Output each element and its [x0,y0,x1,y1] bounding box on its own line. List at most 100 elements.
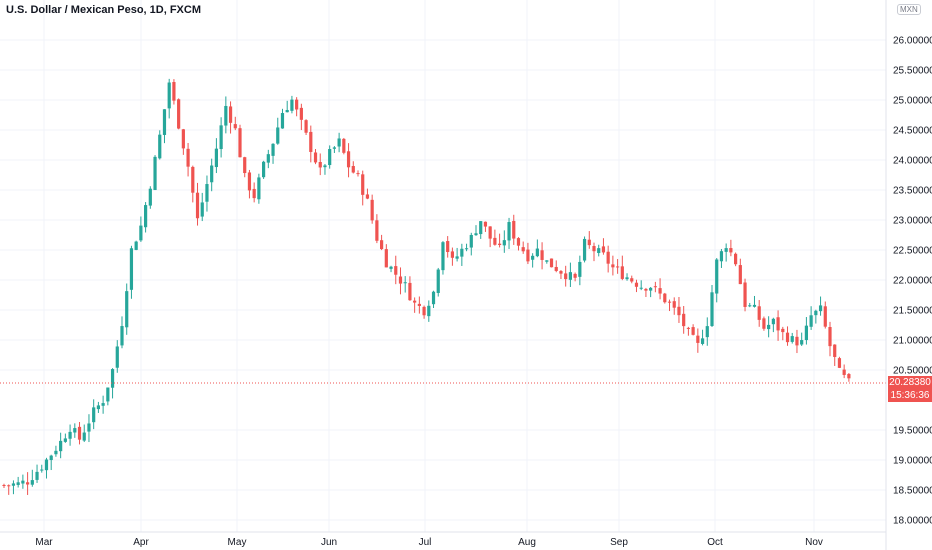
candle-body [649,287,653,291]
candle-body [158,134,162,159]
candle-body [205,184,209,202]
candle-body [210,165,214,183]
candle-body [521,247,525,252]
candle-body [634,282,639,287]
candle-body [512,220,516,239]
candle-body [578,261,582,277]
candle-body [644,288,648,291]
candle-body [384,249,388,268]
candle-body [328,149,332,166]
candle-body [125,291,129,328]
candle-body [2,484,6,486]
candle-body [262,161,266,178]
candle-body [809,315,813,327]
candle-body [691,327,695,335]
candle-body [502,240,506,246]
candle-body [814,310,818,316]
candle-body [582,238,587,261]
candle-body [446,241,450,253]
candle-body [290,99,294,111]
candle-body [40,469,44,471]
candle-body [795,336,799,346]
chart-title: U.S. Dollar / Mexican Peso, 1D, FXCM [6,4,201,16]
candle-body [238,128,242,158]
candle-body [785,332,790,343]
candle-body [129,248,134,290]
candle-body [781,328,785,333]
candle-body [181,129,185,149]
candle-body [351,166,355,173]
candle-body [115,346,119,368]
candle-body [59,440,63,452]
candle-body [200,202,204,217]
y-tick-label: 19.00000 [893,456,932,467]
candle-body [195,192,200,219]
y-tick-label: 22.50000 [893,246,932,257]
candle-body [828,327,832,347]
candle-body [332,147,336,149]
x-tick-label: Aug [518,537,536,548]
y-tick-label: 26.00000 [893,36,932,47]
candle-body [700,338,705,344]
candle-body [469,234,473,248]
candle-body [304,120,308,133]
candle-body [724,248,728,252]
candle-body [21,480,25,484]
candle-body [389,266,393,269]
candle-body [757,306,761,320]
candle-body [549,258,554,268]
candle-body [601,246,606,253]
y-tick-label: 24.50000 [893,126,932,137]
candle-body [408,282,412,301]
y-tick-label: 25.00000 [893,96,932,107]
candle-body [559,271,563,274]
x-tick-label: May [228,537,247,548]
candle-body [734,253,738,265]
candle-body [276,127,280,144]
candle-body [507,222,511,241]
candle-body [564,273,568,280]
candle-body [715,259,719,294]
candle-body [620,266,624,279]
candle-body [54,450,58,455]
x-tick-label: Jun [321,537,337,548]
candle-body [686,327,690,329]
candle-body [134,241,138,250]
candle-body [361,174,365,195]
candle-body [455,256,459,259]
candle-body [587,239,591,246]
candle-body [568,272,572,280]
y-tick-label: 21.50000 [893,306,932,317]
y-tick-label: 22.00000 [893,276,932,287]
candles [2,78,851,495]
candle-body [280,113,285,129]
candle-body [285,110,289,113]
candle-body [630,278,634,282]
candle-body [266,154,270,163]
candle-body [139,225,143,241]
candle-body [87,423,91,432]
candle-body [365,194,370,199]
candle-body [800,340,804,345]
candle-body [682,313,686,327]
candle-body [488,226,492,239]
candle-body [535,248,539,257]
currency-badge[interactable]: MXN [897,4,921,15]
y-tick-label: 24.00000 [893,156,932,167]
candle-body [653,286,657,288]
candle-body [77,426,82,440]
candle-body [309,131,313,152]
candle-body [417,303,421,306]
candle-body [616,266,620,268]
candle-body [323,165,327,168]
candle-body [342,138,346,153]
x-tick-label: Mar [35,537,53,548]
candle-body [370,199,374,221]
candle-body [26,482,30,485]
x-tick-label: Nov [805,537,823,548]
time-axis: Mar Apr May Jun Jul Aug Sep Oct Nov [35,537,823,548]
candle-body [705,326,709,338]
candle-body [337,138,341,147]
price-axis: 18.00000 18.50000 19.00000 19.50000 20.50000… [893,36,932,527]
